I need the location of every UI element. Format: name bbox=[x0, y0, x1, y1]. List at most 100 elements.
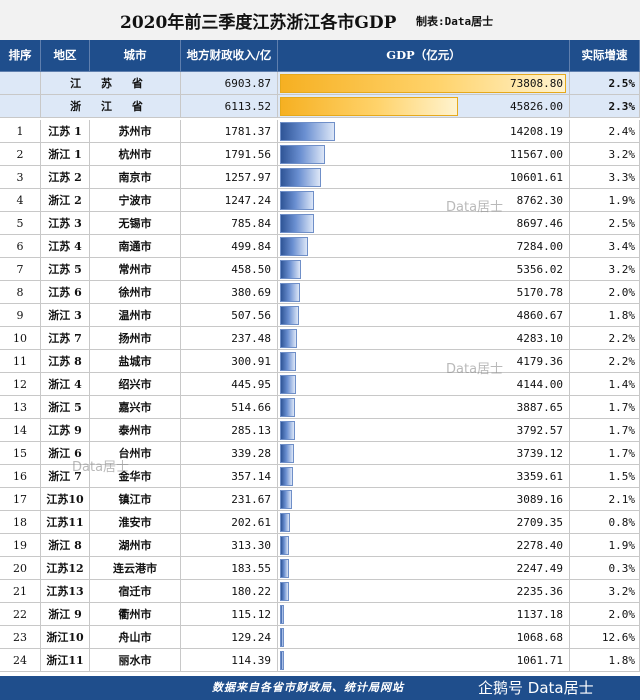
gdp-cell: 1068.68 bbox=[278, 626, 570, 649]
revenue-cell: 1781.37 bbox=[181, 120, 278, 143]
city-gdp-bar bbox=[280, 421, 295, 440]
gdp-cell: 3887.65 bbox=[278, 396, 570, 419]
gdp-value: 5356.02 bbox=[516, 263, 563, 276]
city-cell: 绍兴市 bbox=[90, 373, 181, 396]
table-row: 4 浙江 2 宁波市 1247.24 8762.30 1.9% bbox=[0, 189, 640, 212]
city-gdp-bar bbox=[280, 536, 289, 555]
table-row: 7 江苏 5 常州市 458.50 5356.02 3.2% bbox=[0, 258, 640, 281]
growth-cell: 0.8% bbox=[570, 511, 640, 534]
province-row: 浙 江 省 6113.52 45826.00 2.3% bbox=[0, 95, 640, 118]
table-row: 11 江苏 8 盐城市 300.91 4179.36 2.2% bbox=[0, 350, 640, 373]
revenue-cell: 1257.97 bbox=[181, 166, 278, 189]
region-cell: 江苏12 bbox=[41, 557, 90, 580]
gdp-cell: 1061.71 bbox=[278, 649, 570, 672]
rank-cell: 13 bbox=[0, 396, 41, 419]
revenue-cell: 115.12 bbox=[181, 603, 278, 626]
rank-cell: 23 bbox=[0, 626, 41, 649]
table-row: 17 江苏10 镇江市 231.67 3089.16 2.1% bbox=[0, 488, 640, 511]
table-row: 20 江苏12 连云港市 183.55 2247.49 0.3% bbox=[0, 557, 640, 580]
gdp-cell: 2709.35 bbox=[278, 511, 570, 534]
growth-cell: 3.2% bbox=[570, 580, 640, 603]
region-cell: 浙江 2 bbox=[41, 189, 90, 212]
gdp-value: 4179.36 bbox=[516, 355, 563, 368]
region-cell: 浙江10 bbox=[41, 626, 90, 649]
rank-cell: 2 bbox=[0, 143, 41, 166]
table-row: 23 浙江10 舟山市 129.24 1068.68 12.6% bbox=[0, 626, 640, 649]
rank-cell: 5 bbox=[0, 212, 41, 235]
region-cell: 江苏 7 bbox=[41, 327, 90, 350]
region-cell: 浙江 4 bbox=[41, 373, 90, 396]
header-revenue: 地方财政收入/亿 bbox=[181, 40, 278, 72]
city-gdp-bar bbox=[280, 283, 300, 302]
growth-cell: 1.7% bbox=[570, 396, 640, 419]
gdp-value: 3739.12 bbox=[516, 447, 563, 460]
city-cell: 宿迁市 bbox=[90, 580, 181, 603]
header-gdp: GDP（亿元） bbox=[278, 40, 570, 72]
gdp-value: 2278.40 bbox=[516, 539, 563, 552]
growth-cell: 1.8% bbox=[570, 304, 640, 327]
gdp-cell: 73808.80 bbox=[278, 72, 570, 95]
region-cell: 江苏 1 bbox=[41, 120, 90, 143]
city-cell: 南京市 bbox=[90, 166, 181, 189]
city-gdp-bar bbox=[280, 375, 296, 394]
rank-cell: 14 bbox=[0, 419, 41, 442]
gdp-value: 3792.57 bbox=[516, 424, 563, 437]
city-gdp-bar bbox=[280, 352, 296, 371]
revenue-cell: 180.22 bbox=[181, 580, 278, 603]
city-gdp-bar bbox=[280, 559, 289, 578]
table-row: 22 浙江 9 衢州市 115.12 1137.18 2.0% bbox=[0, 603, 640, 626]
table-row: 15 浙江 6 台州市 339.28 3739.12 1.7% bbox=[0, 442, 640, 465]
growth-cell: 0.3% bbox=[570, 557, 640, 580]
region-cell: 江苏11 bbox=[41, 511, 90, 534]
growth-cell: 2.5% bbox=[570, 72, 640, 95]
rank-cell: 20 bbox=[0, 557, 41, 580]
revenue-cell: 6113.52 bbox=[181, 95, 278, 118]
revenue-cell: 514.66 bbox=[181, 396, 278, 419]
rank-cell: 8 bbox=[0, 281, 41, 304]
gdp-table: 排序 地区 城市 地方财政收入/亿 GDP（亿元） 实际增速 江 苏 省 6903… bbox=[0, 40, 640, 676]
table-row: 14 江苏 9 泰州市 285.13 3792.57 1.7% bbox=[0, 419, 640, 442]
city-gdp-bar bbox=[280, 260, 301, 279]
rank-cell: 18 bbox=[0, 511, 41, 534]
city-cell: 杭州市 bbox=[90, 143, 181, 166]
city-gdp-bar bbox=[280, 398, 295, 417]
gdp-cell: 2278.40 bbox=[278, 534, 570, 557]
region-cell: 江苏 5 bbox=[41, 258, 90, 281]
rank-cell: 11 bbox=[0, 350, 41, 373]
rank-cell bbox=[0, 72, 41, 95]
table-row: 2 浙江 1 杭州市 1791.56 11567.00 3.2% bbox=[0, 143, 640, 166]
revenue-cell: 183.55 bbox=[181, 557, 278, 580]
gdp-cell: 4179.36 bbox=[278, 350, 570, 373]
region-cell: 浙江 1 bbox=[41, 143, 90, 166]
table-row: 3 江苏 2 南京市 1257.97 10601.61 3.3% bbox=[0, 166, 640, 189]
revenue-cell: 1247.24 bbox=[181, 189, 278, 212]
city-gdp-bar bbox=[280, 168, 321, 187]
city-cell: 丽水市 bbox=[90, 649, 181, 672]
table-row: 9 浙江 3 温州市 507.56 4860.67 1.8% bbox=[0, 304, 640, 327]
city-cell: 衢州市 bbox=[90, 603, 181, 626]
gdp-value: 10601.61 bbox=[510, 171, 563, 184]
gdp-value: 14208.19 bbox=[510, 125, 563, 138]
city-cell: 徐州市 bbox=[90, 281, 181, 304]
city-gdp-bar bbox=[280, 467, 293, 486]
city-cell: 淮安市 bbox=[90, 511, 181, 534]
city-cell: 无锡市 bbox=[90, 212, 181, 235]
table-row: 8 江苏 6 徐州市 380.69 5170.78 2.0% bbox=[0, 281, 640, 304]
gdp-value: 11567.00 bbox=[510, 148, 563, 161]
revenue-cell: 231.67 bbox=[181, 488, 278, 511]
rank-cell bbox=[0, 95, 41, 118]
revenue-cell: 785.84 bbox=[181, 212, 278, 235]
header-region: 地区 bbox=[41, 40, 90, 72]
city-gdp-bar bbox=[280, 513, 290, 532]
table-row: 13 浙江 5 嘉兴市 514.66 3887.65 1.7% bbox=[0, 396, 640, 419]
city-gdp-bar bbox=[280, 444, 294, 463]
growth-cell: 1.9% bbox=[570, 189, 640, 212]
region-cell: 江苏 4 bbox=[41, 235, 90, 258]
gdp-cell: 7284.00 bbox=[278, 235, 570, 258]
gdp-cell: 10601.61 bbox=[278, 166, 570, 189]
revenue-cell: 202.61 bbox=[181, 511, 278, 534]
gdp-cell: 45826.00 bbox=[278, 95, 570, 118]
revenue-cell: 499.84 bbox=[181, 235, 278, 258]
gdp-value: 2247.49 bbox=[516, 562, 563, 575]
gdp-value: 5170.78 bbox=[516, 286, 563, 299]
